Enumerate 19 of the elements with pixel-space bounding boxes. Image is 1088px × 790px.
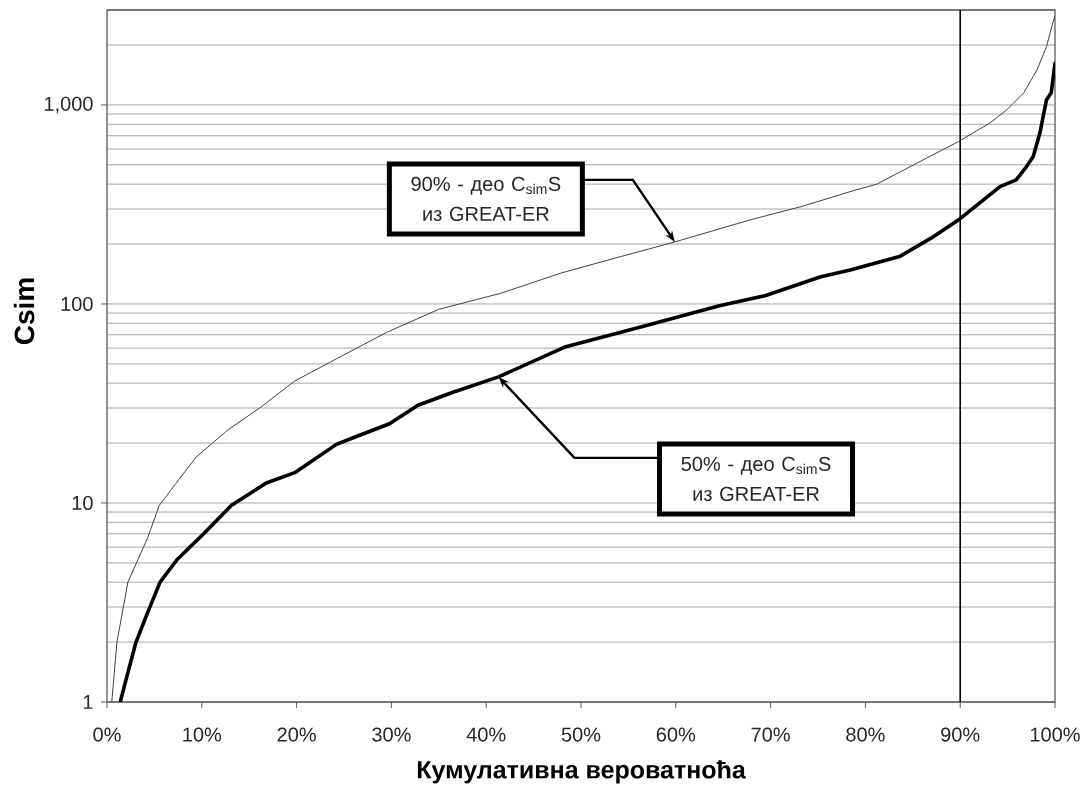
annotation: 50% - део C$_{sim}$S из GREAT-ER [681,456,831,501]
x-tick-label: 20% [277,727,316,742]
x-tick-label: 40% [466,727,506,742]
y-tick-label: 1,000 [44,96,93,114]
x-tick-label: 70% [751,727,790,742]
x-tick-label: 10% [183,727,222,742]
x-tick-label: 50% [561,727,601,742]
x-tick-label: 0% [93,727,121,742]
x-tick-label: 60% [656,727,696,742]
y-tick-label: 10 [72,495,93,511]
x-tick-label: 80% [846,727,885,742]
y-axis-title: Csim [13,278,35,345]
x-tick-label: 100% [1030,727,1080,742]
y-tick-label: 1 [83,695,93,709]
x-tick-label: 30% [372,727,411,742]
x-tick-label: 90% [941,727,980,742]
annotation: 90% - део C$_{sim}$S из GREAT-ER [411,176,561,221]
x-axis-title: Кумулативна вероватноћа [417,760,746,784]
y-tick-label: 100 [61,296,93,312]
